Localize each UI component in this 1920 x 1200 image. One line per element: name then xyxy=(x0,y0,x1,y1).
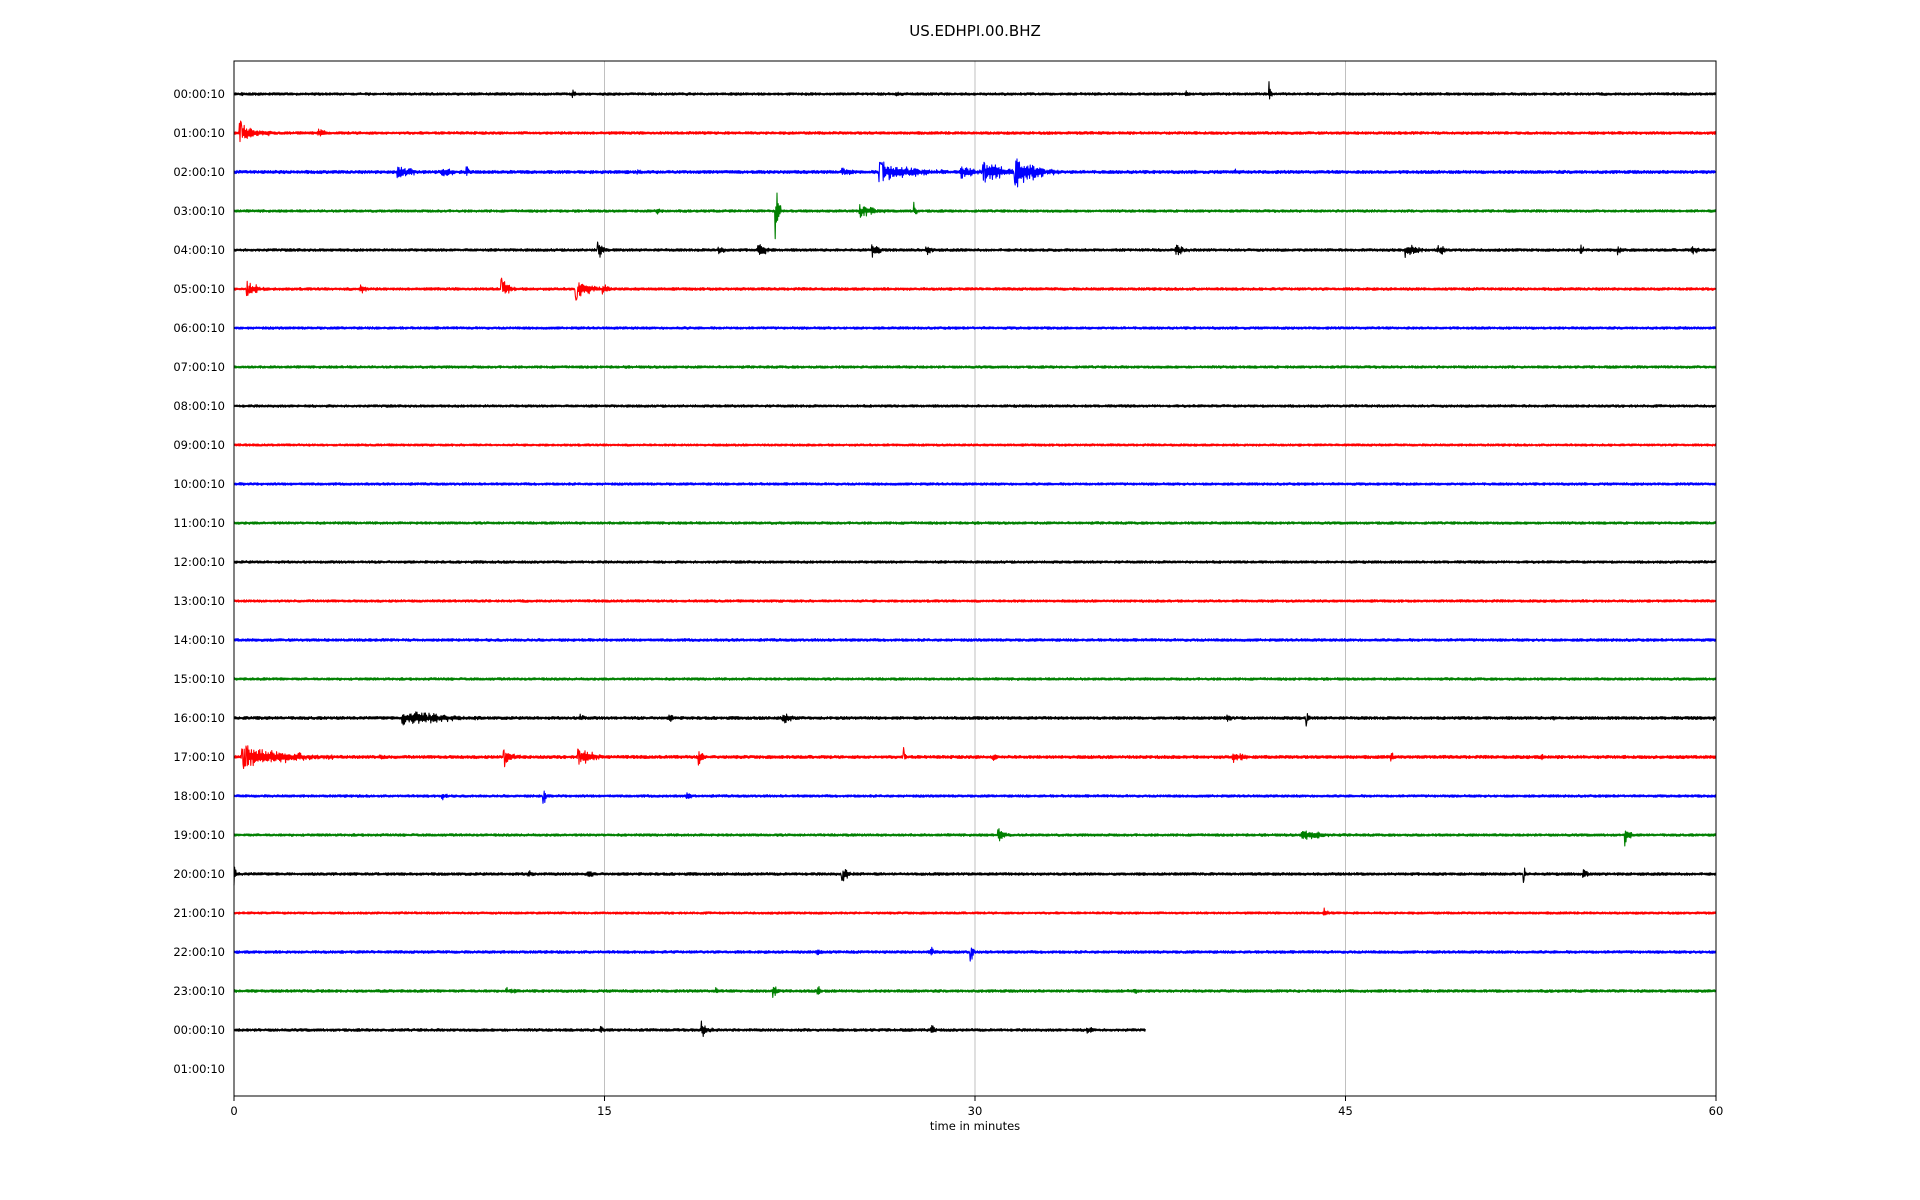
seismic-trace-row-17 xyxy=(233,745,1717,770)
row-time-label: 01:00:10 xyxy=(173,1062,225,1076)
row-time-labels: 00:00:10 01:00:10 02:00:10 03:00:10 04:00:10… xyxy=(173,87,225,1076)
row-time-label: 22:00:10 xyxy=(173,945,225,959)
seismic-trace-row-1 xyxy=(233,120,1717,143)
row-time-label: 07:00:10 xyxy=(173,360,225,374)
x-tick-label: 30 xyxy=(968,1104,983,1118)
seismic-trace-row-14 xyxy=(233,638,1717,642)
row-time-label: 17:00:10 xyxy=(173,750,225,764)
seismic-trace-row-22 xyxy=(233,946,1717,962)
seismic-trace-row-15 xyxy=(233,677,1717,681)
seismic-trace-row-5 xyxy=(233,277,1717,301)
row-time-label: 00:00:10 xyxy=(173,1023,225,1037)
seismic-trace-row-19 xyxy=(233,828,1717,847)
seismic-trace-row-0 xyxy=(233,81,1717,100)
seismic-trace-row-16 xyxy=(233,711,1717,727)
seismic-trace-row-6 xyxy=(233,326,1717,330)
x-axis-label: time in minutes xyxy=(930,1119,1020,1133)
row-time-label: 06:00:10 xyxy=(173,321,225,335)
row-time-label: 23:00:10 xyxy=(173,984,225,998)
row-time-label: 12:00:10 xyxy=(173,555,225,569)
row-time-label: 11:00:10 xyxy=(173,516,225,530)
seismic-trace-row-8 xyxy=(233,404,1717,408)
row-time-label: 10:00:10 xyxy=(173,477,225,491)
seismic-trace-row-18 xyxy=(233,790,1717,804)
row-time-label: 15:00:10 xyxy=(173,672,225,686)
seismic-trace-row-11 xyxy=(233,521,1717,525)
seismic-trace-row-9 xyxy=(233,443,1717,447)
row-time-label: 05:00:10 xyxy=(173,282,225,296)
seismic-trace-row-10 xyxy=(233,482,1717,486)
row-time-label: 19:00:10 xyxy=(173,828,225,842)
row-time-label: 14:00:10 xyxy=(173,633,225,647)
seismic-trace-row-3 xyxy=(233,192,1717,240)
seismic-trace-row-21 xyxy=(233,907,1717,916)
seismic-trace-row-4 xyxy=(233,241,1717,259)
seismic-trace-row-24 xyxy=(233,1020,1146,1038)
row-time-label: 13:00:10 xyxy=(173,594,225,608)
row-time-label: 08:00:10 xyxy=(173,399,225,413)
x-tick-label: 45 xyxy=(1338,1104,1353,1118)
chart-title: US.EDHPI.00.BHZ xyxy=(909,22,1041,40)
x-tick-label: 60 xyxy=(1709,1104,1724,1118)
seismic-trace-row-12 xyxy=(233,560,1717,564)
x-tick-label: 0 xyxy=(230,1104,237,1118)
vertical-gridlines xyxy=(604,61,1346,1096)
x-tick-label: 15 xyxy=(597,1104,612,1118)
row-time-label: 02:00:10 xyxy=(173,165,225,179)
seismic-trace-row-23 xyxy=(233,986,1717,998)
row-time-label: 20:00:10 xyxy=(173,867,225,881)
x-axis-ticks: 0 15 30 45 60 xyxy=(230,1096,1723,1118)
row-time-label: 03:00:10 xyxy=(173,204,225,218)
row-time-label: 04:00:10 xyxy=(173,243,225,257)
seismic-trace-row-2 xyxy=(233,158,1717,188)
row-time-label: 01:00:10 xyxy=(173,126,225,140)
row-time-label: 16:00:10 xyxy=(173,711,225,725)
seismic-trace-row-7 xyxy=(233,365,1717,369)
row-time-label: 00:00:10 xyxy=(173,87,225,101)
row-time-label: 21:00:10 xyxy=(173,906,225,920)
row-time-label: 09:00:10 xyxy=(173,438,225,452)
row-time-label: 18:00:10 xyxy=(173,789,225,803)
seismic-traces xyxy=(233,81,1717,1038)
seismic-trace-row-13 xyxy=(233,599,1717,603)
seismic-trace-row-20 xyxy=(233,866,1717,886)
